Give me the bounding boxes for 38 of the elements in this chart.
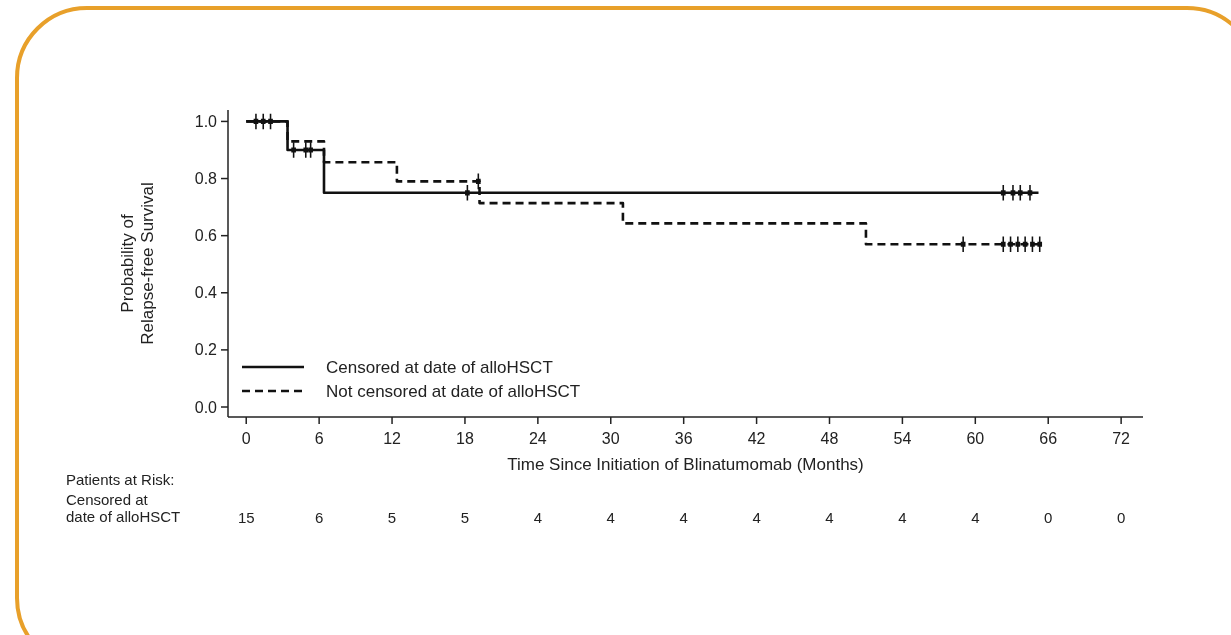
text: Censored at date of alloHSCT [66,491,181,525]
text: 0 [1044,509,1053,526]
x-tick-label: 36 [674,430,693,447]
text: 4 [752,509,761,526]
y-tick-label: 0.4 [194,284,218,302]
text: 0 [1116,509,1126,526]
x-tick-label: 0 [241,430,251,447]
x-tick-label: 6 [314,430,324,447]
legend-label: Censored at date of alloHSCT [326,357,553,377]
x-tick-label: 72 [1112,430,1131,447]
y-axis-title: Probability of Relapse-free Survival [118,182,157,345]
x-axis-title: Time Since Initiation of Blinatumomab (Months) [507,455,864,474]
x-tick-label: 30 [601,430,620,447]
x-tick-label: 66 [1039,430,1058,447]
text: 15 [237,509,255,526]
text: 5 [460,509,470,526]
text: 4 [825,509,834,526]
y-tick-label: 0.6 [194,227,218,245]
x-tick-label: 18 [456,430,474,447]
y-tick-label: 0.8 [194,170,218,188]
text: 4 [971,509,980,526]
x-tick-label: 48 [820,430,839,447]
text: 4 [533,509,543,526]
y-tick-label: 1.0 [194,113,218,131]
x-tick-label: 24 [528,430,547,447]
y-tick-label: 0.2 [194,341,218,359]
text: 4 [679,509,688,526]
x-tick-label: 60 [966,430,985,447]
x-tick-label: 42 [747,430,766,447]
text: Patients at Risk: [66,471,175,488]
legend-label: Not censored at date of alloHSCT [326,381,581,401]
y-tick-label: 0.0 [194,398,218,416]
text: 5 [387,509,397,526]
x-tick-label: 12 [383,430,402,447]
text: 6 [314,509,324,526]
text: 4 [898,509,907,526]
x-tick-label: 54 [893,430,912,447]
text: 4 [606,509,615,526]
